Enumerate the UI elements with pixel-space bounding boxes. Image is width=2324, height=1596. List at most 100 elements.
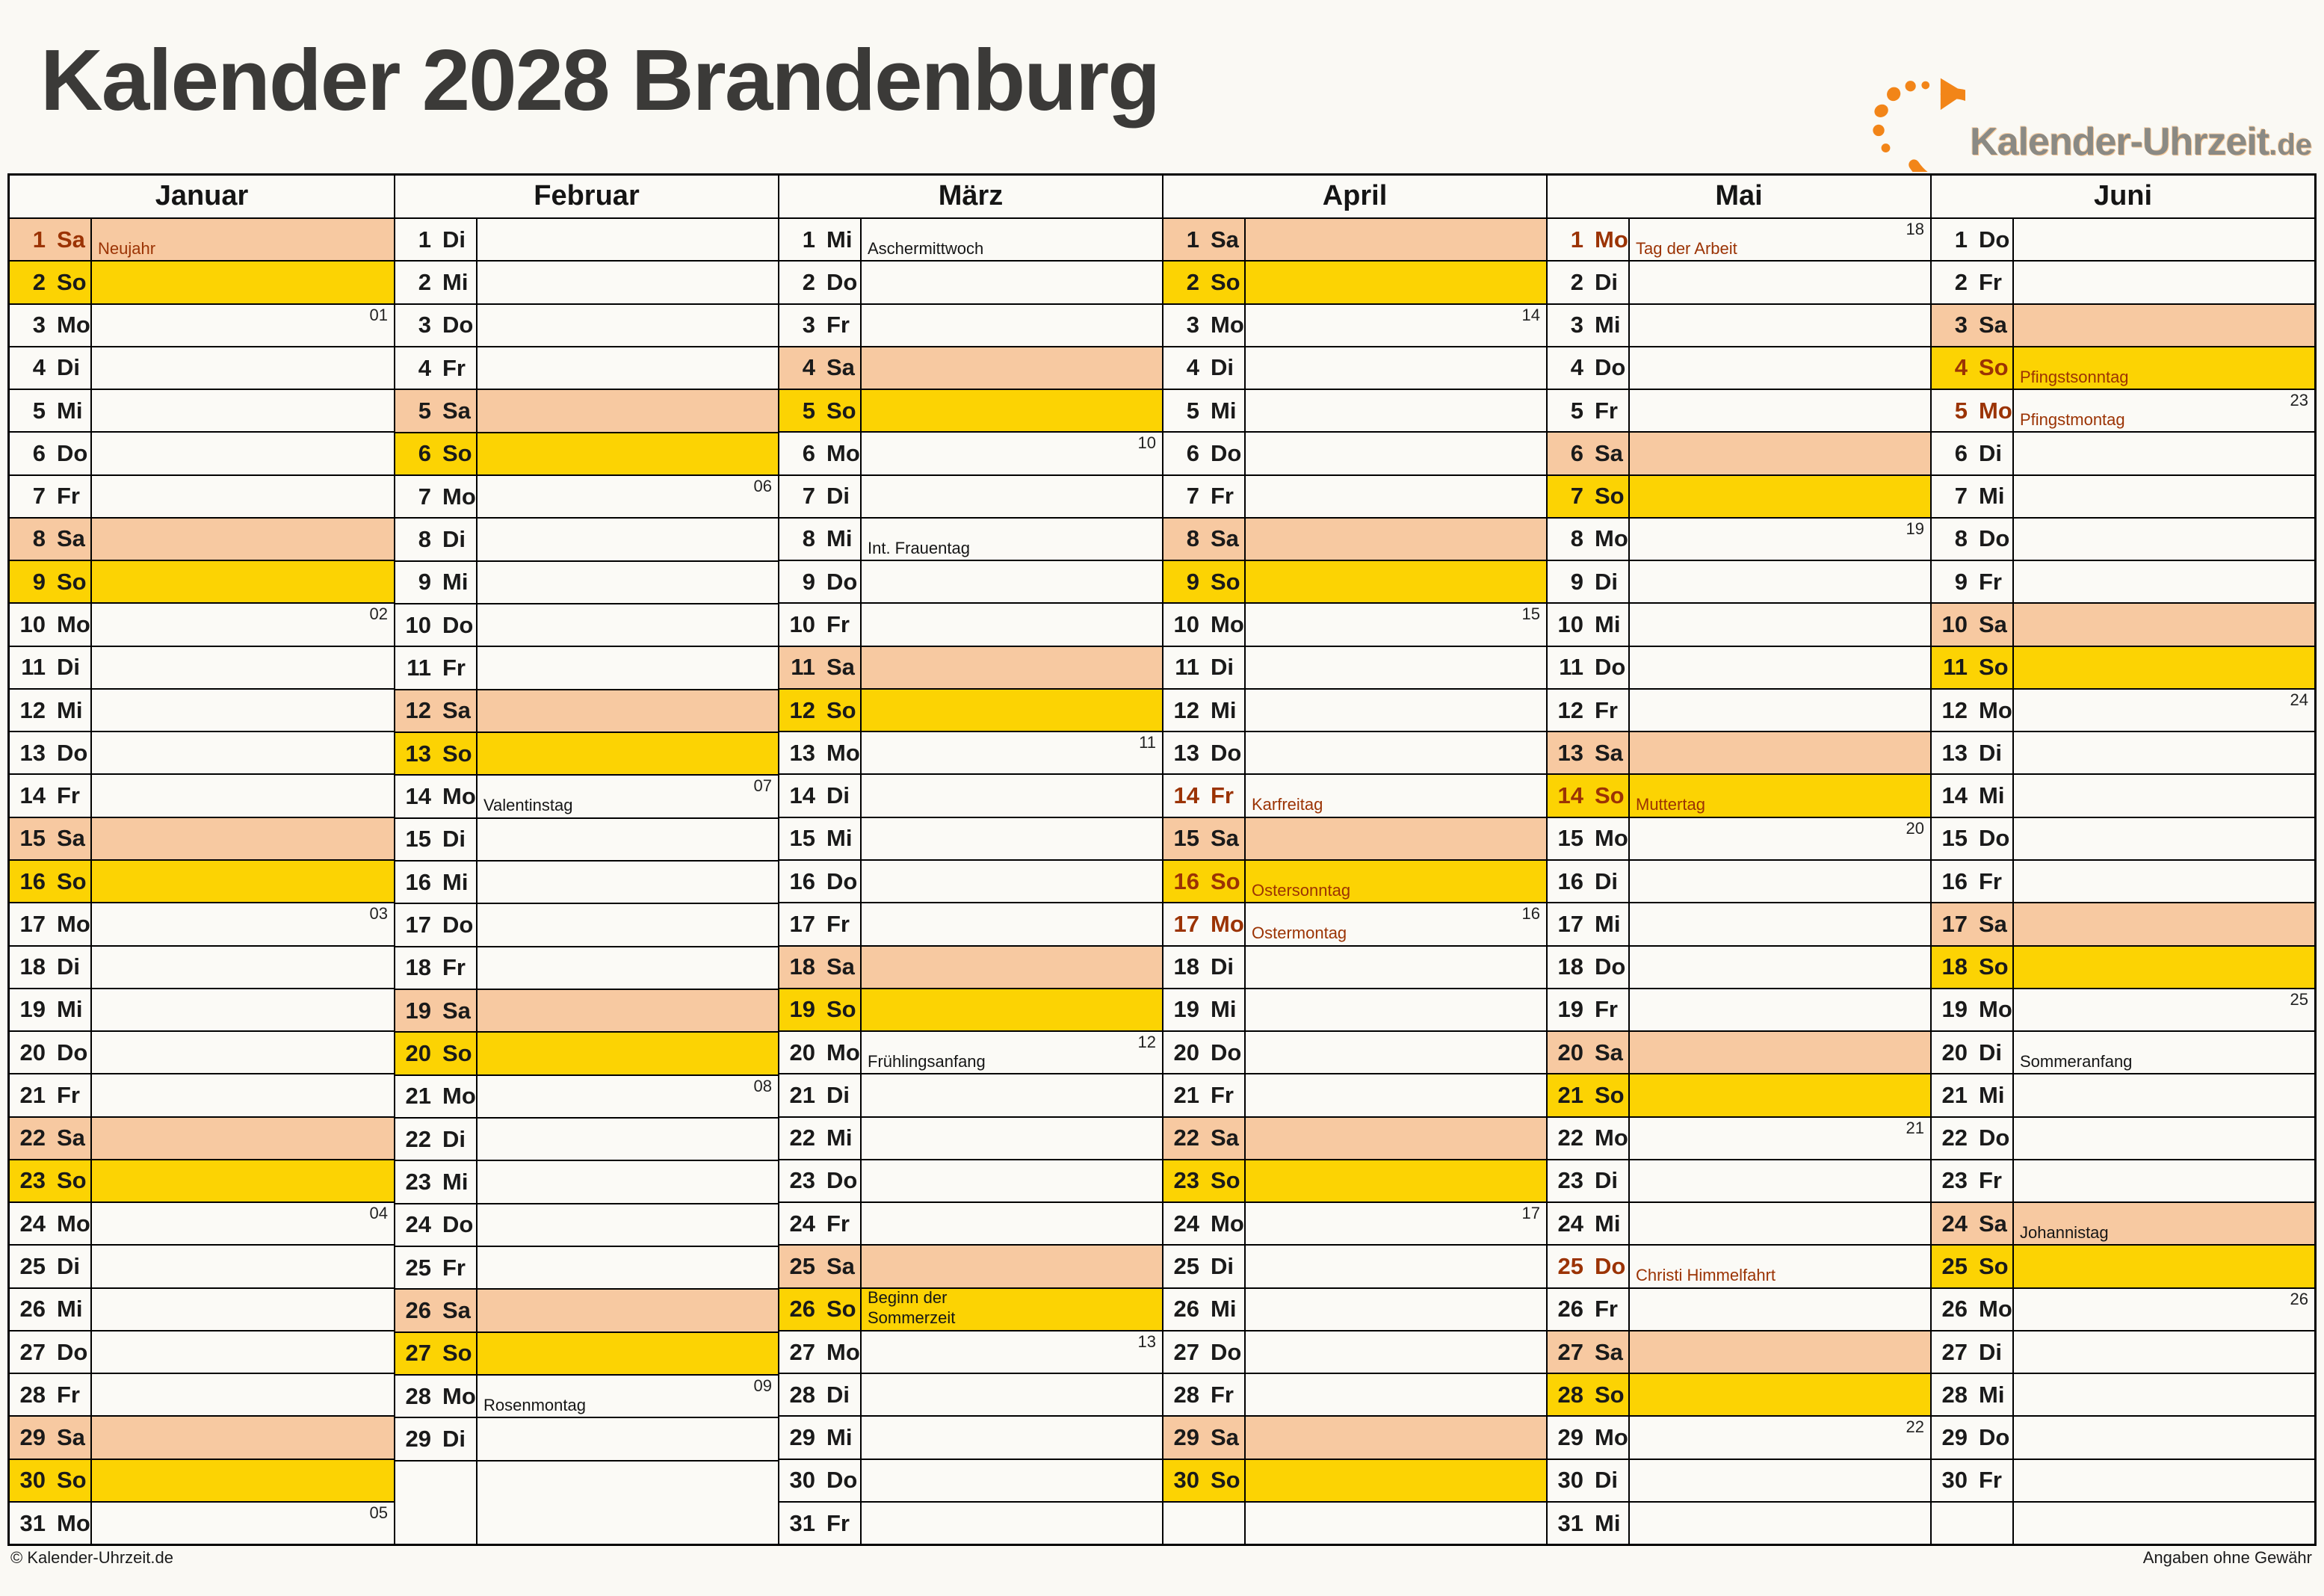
day-row-märz-11: 11 Sa [779, 646, 1162, 690]
note-cell [1246, 519, 1546, 560]
day-row-februar-11: 11 Fr [395, 647, 778, 690]
day-cell: 9 Fr [1932, 561, 2014, 603]
week-number: 24 [2290, 690, 2308, 709]
day-cell: 14 Fr [10, 775, 92, 817]
week-number: 15 [1521, 604, 1540, 624]
day-cell: 14 Mo [395, 776, 478, 817]
day-cell: 27 Do [1163, 1331, 1246, 1373]
note-cell [862, 690, 1162, 731]
weekday-abbrev: Mi [1979, 483, 2005, 510]
day-cell: 9 So [10, 561, 92, 603]
weekday-abbrev: So [1979, 1253, 2009, 1279]
day-number: 19 [19, 996, 46, 1023]
note-cell [862, 818, 1162, 859]
note-cell [862, 1074, 1162, 1116]
day-row-januar-12: 12 Mi [10, 689, 394, 733]
note-cell: 09 Rosenmontag [478, 1376, 778, 1417]
day-number: 5 [802, 397, 815, 424]
day-row-januar-7: 7 Fr [10, 475, 394, 519]
day-number: 25 [405, 1254, 431, 1281]
weekday-abbrev: Di [57, 354, 80, 381]
weekday-abbrev: Fr [1595, 996, 1618, 1023]
day-cell: 9 Do [779, 561, 862, 603]
month-header: Juni [1932, 176, 2314, 219]
day-row-juni-2: 2 Fr [1932, 262, 2314, 305]
weekday-abbrev: Sa [826, 953, 855, 980]
day-row-juni-12: 12 Mo 24 [1932, 689, 2314, 733]
weekday-abbrev: Do [1979, 525, 2010, 552]
day-number: 9 [802, 568, 815, 595]
day-number: 20 [405, 1039, 431, 1066]
day-cell: 5 So [779, 390, 862, 432]
weekday-abbrev: Sa [1979, 312, 2007, 338]
weekday-abbrev: Mo [57, 312, 90, 338]
note-cell [862, 1246, 1162, 1287]
day-cell: 12 Mi [1163, 689, 1246, 732]
day-row-juni-27: 27 Di [1932, 1331, 2314, 1375]
day-row-februar-10: 10 Do [395, 604, 778, 648]
day-cell: 24 Mo [10, 1203, 92, 1245]
day-row-märz-17: 17 Fr [779, 903, 1162, 947]
weekday-abbrev: Do [826, 1467, 858, 1494]
day-number: 18 [19, 953, 46, 980]
weekday-abbrev: Sa [1979, 910, 2007, 937]
day-row-märz-20: 20 Mo 12 Frühlingsanfang [779, 1032, 1162, 1075]
week-number: 13 [1137, 1331, 1156, 1351]
day-row-april-13: 13 Do [1163, 732, 1546, 776]
weekday-abbrev: So [1211, 268, 1240, 295]
day-cell: 10 Do [395, 604, 478, 646]
day-cell: 15 Mi [779, 817, 862, 859]
weekday-abbrev: Mi [1979, 782, 2005, 809]
note-cell [2014, 1331, 2314, 1373]
weekday-abbrev: Do [1211, 439, 1242, 466]
note-cell: 02 [92, 604, 394, 645]
day-cell: 4 So [1932, 347, 2014, 389]
note-cell [1246, 1160, 1546, 1201]
day-row-märz-19: 19 So [779, 989, 1162, 1033]
day-number: 21 [1941, 1081, 1968, 1108]
day-cell: 31 Mo [10, 1502, 92, 1544]
day-cell: 10 Fr [779, 604, 862, 646]
day-number: 6 [418, 440, 431, 467]
note-cell [478, 305, 778, 346]
month-column-januar: Januar 1 Sa Neujahr 2 So 3 Mo 01 4 Di 5 Mi 6 Do 7 Fr 8 Sa 9… [10, 176, 394, 1544]
day-cell: 11 So [1932, 646, 2014, 688]
note-cell: 26 [2014, 1289, 2314, 1330]
day-number: 17 [19, 910, 46, 937]
note-cell [862, 1460, 1162, 1501]
day-cell: 18 Di [1163, 946, 1246, 988]
day-number: 27 [1557, 1338, 1583, 1365]
day-cell: 3 Mo [1163, 304, 1246, 346]
brand-logo: Kalender-Uhrzeit.de [1859, 66, 2312, 172]
weekday-abbrev: So [442, 1340, 472, 1367]
note-cell [1630, 690, 1930, 731]
day-number: 5 [1186, 397, 1199, 424]
day-cell: 13 Mo [779, 732, 862, 774]
day-row-juni-25: 25 So [1932, 1246, 2314, 1289]
weekday-abbrev: Do [826, 867, 858, 894]
day-number: 18 [405, 954, 431, 981]
note-cell [1630, 476, 1930, 517]
note-cell [862, 1118, 1162, 1159]
day-row-februar-26: 26 Sa [395, 1290, 778, 1333]
note-cell [2014, 1160, 2314, 1201]
note-cell [2014, 476, 2314, 517]
day-cell: 8 Do [1932, 518, 2014, 560]
day-row-januar-6: 6 Do [10, 433, 394, 476]
day-cell: 10 Sa [1932, 604, 2014, 646]
weekday-abbrev: Mi [57, 996, 83, 1023]
day-cell: 21 So [1548, 1074, 1630, 1116]
day-cell: 2 So [10, 262, 92, 303]
day-row-februar-16: 16 Mi [395, 861, 778, 905]
weekday-abbrev: Mi [1979, 1081, 2005, 1108]
day-number: 14 [1557, 782, 1583, 809]
month-header: April [1163, 176, 1546, 219]
weekday-abbrev: Mi [442, 268, 469, 295]
day-row-februar-8: 8 Di [395, 519, 778, 562]
day-number: 3 [802, 312, 815, 338]
day-cell: 15 Mo [1548, 817, 1630, 859]
day-cell: 25 Di [1163, 1246, 1246, 1287]
note-cell [1246, 219, 1546, 260]
day-number: 2 [418, 268, 431, 295]
day-cell: 20 Mo [779, 1032, 862, 1074]
